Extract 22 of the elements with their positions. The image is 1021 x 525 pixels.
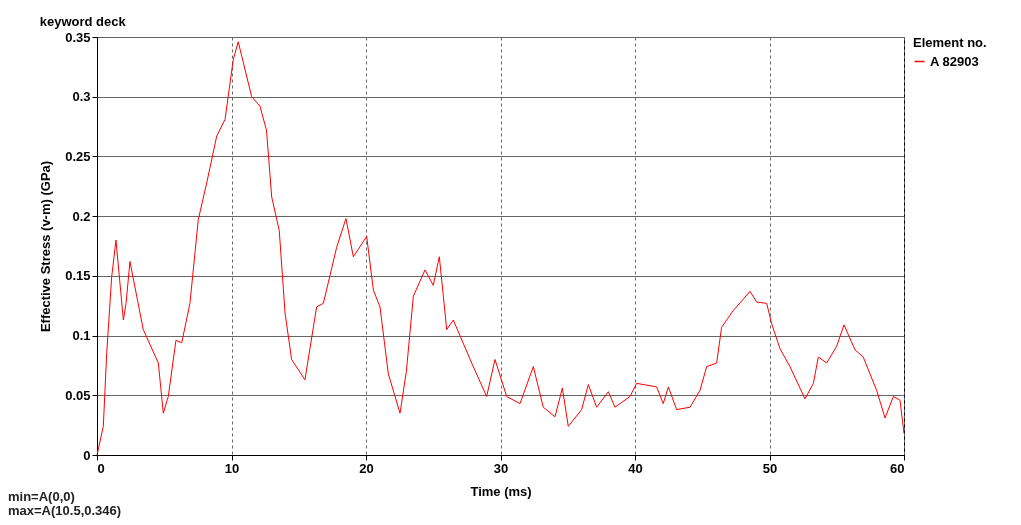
text: max=A(10.5,0.346): [8, 503, 122, 518]
y-tick-label: 0.15: [65, 268, 91, 284]
y-tick-label: 0.25: [65, 148, 91, 164]
legend-label: A 82903: [930, 53, 979, 69]
y-tick-label: 0.35: [65, 29, 91, 45]
y-tick-label: 0.1: [72, 328, 91, 344]
x-tick-label: 10: [224, 460, 240, 476]
x-tick-label: 20: [359, 460, 374, 476]
text: min=A(0,0): [8, 489, 76, 504]
x-tick-label: 60: [890, 460, 905, 476]
y-tick-label: 0: [83, 447, 91, 463]
chart-title: keyword deck: [39, 14, 127, 29]
y-axis-title: Effective Stress (v-m) (GPa): [38, 160, 54, 333]
x-tick-label: 0: [97, 460, 105, 476]
x-tick-label: 30: [493, 460, 509, 476]
x-tick-label: 50: [762, 460, 778, 476]
legend-title: Element no.: [913, 35, 987, 50]
x-axis-title: Time (ms): [470, 483, 532, 499]
y-tick-label: 0.2: [72, 208, 91, 224]
y-tick-label: 0.05: [65, 387, 91, 403]
x-tick-label: 40: [628, 460, 643, 476]
y-tick-label: 0.3: [72, 89, 91, 105]
